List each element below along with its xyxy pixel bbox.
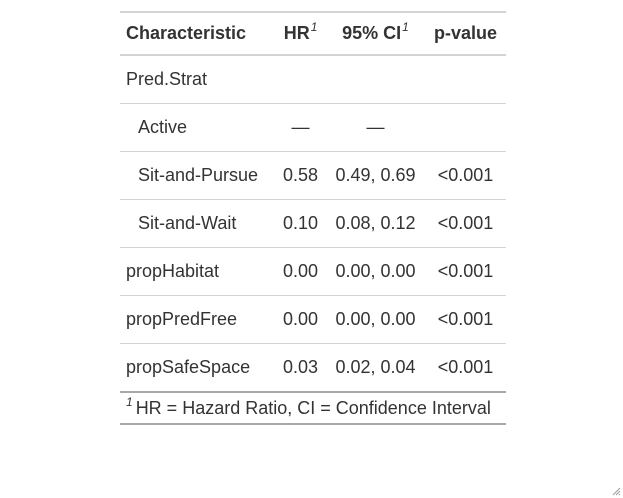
row-pvalue: <0.001: [425, 151, 506, 200]
footnote-text: HR = Hazard Ratio, CI = Confidence Inter…: [135, 397, 491, 418]
row-label: Sit-and-Wait: [120, 199, 276, 248]
header-hr-label: HR: [283, 23, 310, 43]
row-ci: 0.00, 0.00: [325, 295, 426, 344]
header-hr: HR1: [275, 12, 326, 56]
table-row-propsafespace: propSafeSpace 0.03 0.02, 0.04 <0.001: [120, 343, 506, 393]
table-footer: 1 HR = Hazard Ratio, CI = Confidence Inte…: [120, 392, 506, 424]
row-hr: 0.00: [275, 247, 326, 296]
row-label: propPredFree: [120, 295, 276, 344]
table-row-pred-strat: Pred.Strat: [120, 55, 506, 104]
row-pvalue: <0.001: [425, 295, 506, 344]
regression-table-container: Characteristic HR1 95% CI1 p-value Pred.…: [120, 11, 506, 425]
row-label: propSafeSpace: [120, 343, 276, 393]
row-ci: 0.02, 0.04: [325, 343, 426, 393]
header-characteristic-label: Characteristic: [126, 23, 247, 43]
header-pvalue-label: p-value: [434, 23, 498, 43]
row-hr: —: [275, 103, 326, 152]
row-pvalue: <0.001: [425, 343, 506, 393]
footnote-marker: 1: [126, 394, 133, 409]
header-pvalue: p-value: [425, 12, 506, 56]
row-pvalue: [425, 103, 506, 152]
table-row-sit-and-pursue: Sit-and-Pursue 0.58 0.49, 0.69 <0.001: [120, 151, 506, 200]
table-row-proppredfree: propPredFree 0.00 0.00, 0.00 <0.001: [120, 295, 506, 344]
footnote-row: 1 HR = Hazard Ratio, CI = Confidence Inte…: [120, 392, 506, 424]
row-hr: 0.00: [275, 295, 326, 344]
row-ci: [325, 55, 426, 104]
row-hr: 0.58: [275, 151, 326, 200]
row-hr: 0.10: [275, 199, 326, 248]
table-row-sit-and-wait: Sit-and-Wait 0.10 0.08, 0.12 <0.001: [120, 199, 506, 248]
table-header: Characteristic HR1 95% CI1 p-value: [120, 12, 506, 56]
row-pvalue: [425, 55, 506, 104]
table-row-active: Active — —: [120, 103, 506, 152]
row-ci: 0.08, 0.12: [325, 199, 426, 248]
row-label: propHabitat: [120, 247, 276, 296]
resize-grip-icon[interactable]: [611, 486, 621, 496]
header-ci: 95% CI1: [325, 12, 426, 56]
header-characteristic: Characteristic: [120, 12, 276, 56]
row-label: Sit-and-Pursue: [120, 151, 276, 200]
header-row: Characteristic HR1 95% CI1 p-value: [120, 12, 506, 56]
row-label: Active: [120, 103, 276, 152]
footnote: 1 HR = Hazard Ratio, CI = Confidence Inte…: [120, 392, 506, 424]
row-pvalue: <0.001: [425, 247, 506, 296]
header-ci-label: 95% CI: [342, 23, 402, 43]
row-hr: [275, 55, 326, 104]
row-hr: 0.03: [275, 343, 326, 393]
row-pvalue: <0.001: [425, 199, 506, 248]
row-ci: 0.00, 0.00: [325, 247, 426, 296]
header-hr-footnote-marker: 1: [310, 20, 318, 34]
row-label: Pred.Strat: [120, 55, 276, 104]
row-ci: 0.49, 0.69: [325, 151, 426, 200]
regression-table: Characteristic HR1 95% CI1 p-value Pred.…: [120, 11, 506, 425]
table-row-prophabitat: propHabitat 0.00 0.00, 0.00 <0.001: [120, 247, 506, 296]
row-ci: —: [325, 103, 426, 152]
header-ci-footnote-marker: 1: [402, 20, 409, 34]
table-body: Pred.Strat Active — — Sit-and-Pursue 0.5…: [120, 55, 506, 393]
